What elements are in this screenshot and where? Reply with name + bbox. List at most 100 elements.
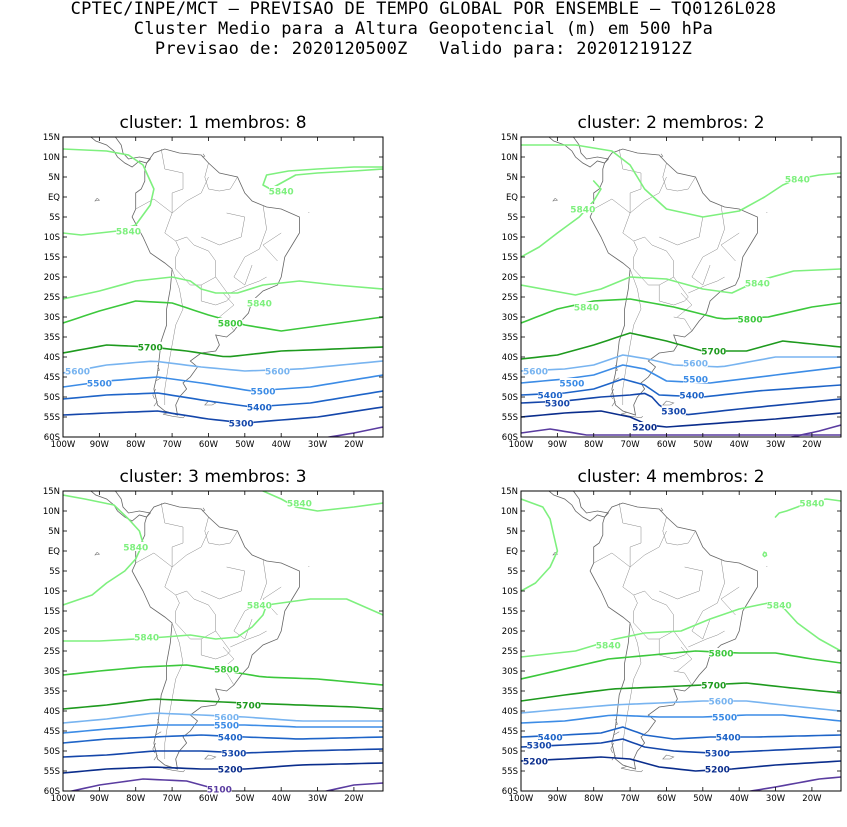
contour-5100	[746, 776, 841, 791]
lat-tick-label: 35S	[44, 333, 60, 343]
contour-label: 5800	[218, 320, 243, 330]
lon-tick-label: 20W	[344, 794, 364, 804]
land-outline	[90, 137, 310, 419]
contour-5300	[521, 738, 841, 754]
lon-tick-label: 50W	[693, 440, 713, 450]
map-canvas: 15N 10N 5N EQ 5S 10S 15S 20S 25S 30S 35S 40S 45S 50S 5…	[501, 133, 842, 450]
contour-label: 5600	[265, 368, 290, 378]
contour-5600	[521, 700, 841, 714]
contour-label: 5400	[538, 392, 563, 402]
contour-5700	[521, 682, 841, 702]
lon-tick-label: 50W	[693, 794, 713, 804]
lat-tick-label: 30S	[502, 667, 518, 677]
contour-5840	[262, 491, 383, 512]
contour-label: 5300	[527, 742, 552, 752]
lat-tick-label: 5N	[48, 527, 60, 537]
lat-tick-label: 10S	[44, 233, 60, 243]
panel-title: cluster: 3 membros: 3	[119, 467, 307, 487]
map-frame	[520, 490, 842, 792]
axis-ticks	[62, 490, 383, 792]
contour-label: 5840	[134, 634, 159, 644]
lon-tick-label: 60W	[657, 440, 677, 450]
contour-5840	[63, 276, 383, 300]
contour-5400	[521, 726, 841, 740]
lon-tick-label: 90W	[90, 440, 110, 450]
contour-5200	[521, 756, 841, 772]
contour-label: 5600	[214, 714, 239, 724]
lon-tick-label: 40W	[730, 794, 750, 804]
lat-tick-label: 25S	[44, 293, 60, 303]
lon-tick-label: 100W	[51, 440, 76, 450]
contour-label: 5400	[247, 404, 272, 414]
lat-tick-label: 5S	[507, 567, 518, 577]
contour-5200	[521, 410, 841, 428]
lat-tick-label: 40S	[502, 353, 518, 363]
lon-tick-label: 30W	[308, 794, 328, 804]
contour-5840	[521, 180, 602, 258]
contour-5840	[762, 551, 768, 558]
contour-5840	[521, 268, 841, 296]
lat-tick-label: 5S	[507, 213, 518, 223]
lat-tick-label: 5N	[506, 527, 518, 537]
lon-tick-label: 20W	[802, 440, 822, 450]
lat-tick-label: 25S	[502, 293, 518, 303]
lat-tick-label: 15S	[502, 607, 518, 617]
contour-5700	[63, 698, 383, 710]
lon-tick-label: 70W	[162, 794, 182, 804]
lat-tick-label: 35S	[502, 333, 518, 343]
lon-tick-label: 60W	[657, 794, 677, 804]
lat-tick-label: 45S	[44, 727, 60, 737]
contour-5840	[63, 148, 155, 236]
panel-title: cluster: 1 membros: 8	[119, 113, 307, 133]
lon-tick-label: 70W	[620, 794, 640, 804]
contour-label: 5500	[683, 376, 708, 386]
lat-tick-label: 50S	[502, 747, 518, 757]
contour-label: 5500	[87, 380, 112, 390]
lat-tick-label: 15N	[501, 487, 518, 497]
contour-label: 5600	[708, 698, 733, 708]
lat-tick-label: 55S	[502, 767, 518, 777]
figure-subtitle: Cluster Medio para a Altura Geopotencial…	[133, 19, 714, 39]
panel-title: cluster: 4 membros: 2	[577, 467, 765, 487]
contour-label: 5840	[570, 206, 595, 216]
contour-5100	[322, 782, 383, 791]
lat-tick-label: 55S	[502, 413, 518, 423]
lat-tick-label: EQ	[506, 193, 518, 203]
map-panel-cluster-1: cluster: 1 membros: 8 15N 10N 5N EQ 5S 10S 15S…	[8, 113, 428, 473]
lat-tick-label: 5N	[48, 173, 60, 183]
contour-label: 5700	[701, 348, 726, 358]
map-frame	[62, 136, 384, 438]
contour-label: 5200	[632, 424, 657, 434]
lat-tick-label: 15N	[43, 133, 60, 143]
lat-tick-label: 45S	[502, 373, 518, 383]
lat-tick-label: 35S	[502, 687, 518, 697]
contour-label: 5500	[712, 714, 737, 724]
map-canvas: 15N 10N 5N EQ 5S 10S 15S 20S 25S 30S 35S 40S 45S 50S 5…	[43, 133, 384, 450]
lon-tick-label: 90W	[90, 794, 110, 804]
axis-ticks	[520, 136, 841, 438]
lon-tick-label: 70W	[620, 440, 640, 450]
lon-tick-label: 20W	[802, 794, 822, 804]
lon-tick-label: 70W	[162, 440, 182, 450]
lat-tick-label: 60S	[44, 787, 60, 797]
contour-label: 5840	[745, 280, 770, 290]
contour-5700	[521, 332, 841, 360]
contour-label: 5840	[596, 642, 621, 652]
contour-label: 5840	[574, 304, 599, 314]
lat-tick-label: 20S	[44, 273, 60, 283]
map-panel-cluster-4: cluster: 4 membros: 2 15N 10N 5N EQ 5S 10S 15S…	[466, 467, 847, 827]
lat-tick-label: 30S	[502, 313, 518, 323]
contour-5840	[262, 166, 383, 190]
lat-tick-label: 55S	[44, 413, 60, 423]
lat-tick-label: 35S	[44, 687, 60, 697]
contour-label: 5840	[247, 602, 272, 612]
contour-lines	[63, 491, 383, 791]
lon-tick-label: 80W	[584, 794, 604, 804]
contour-5600	[63, 360, 383, 374]
lat-tick-label: 10N	[501, 507, 518, 517]
lat-tick-label: 55S	[44, 767, 60, 777]
figure-title: CPTEC/INPE/MCT — PREVISAO DE TEMPO GLOBA…	[70, 0, 777, 19]
contour-5500	[521, 364, 841, 384]
lat-tick-label: 60S	[502, 433, 518, 443]
lon-tick-label: 80W	[126, 440, 146, 450]
